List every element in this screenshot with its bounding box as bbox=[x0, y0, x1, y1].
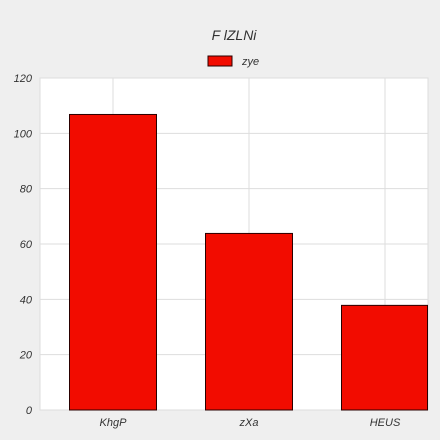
y-tick-label: 120 bbox=[14, 73, 33, 85]
x-axis-ticks: KhgP zXa HEUS bbox=[100, 417, 401, 429]
y-tick-label: 60 bbox=[20, 239, 33, 251]
y-tick-label: 40 bbox=[20, 294, 33, 306]
y-tick-label: 0 bbox=[26, 405, 33, 417]
legend-label-zye: zye bbox=[241, 56, 259, 68]
bar-zXa bbox=[205, 232, 293, 411]
y-tick-label: 80 bbox=[20, 184, 33, 196]
legend: zye bbox=[207, 55, 259, 68]
legend-swatch-zye bbox=[207, 55, 233, 67]
bar-KhgP bbox=[69, 113, 157, 411]
x-tick-label: HEUS bbox=[370, 417, 401, 429]
chart-title: F lZLNi bbox=[212, 27, 258, 43]
bars bbox=[69, 113, 428, 411]
x-tick-label: KhgP bbox=[100, 417, 128, 429]
bar-HEUS bbox=[341, 304, 428, 411]
y-tick-label: 100 bbox=[14, 128, 33, 140]
y-tick-label: 20 bbox=[19, 350, 33, 362]
y-axis-ticks: 0 20 40 60 80 100 120 bbox=[14, 73, 33, 417]
x-tick-label: zXa bbox=[239, 417, 259, 429]
